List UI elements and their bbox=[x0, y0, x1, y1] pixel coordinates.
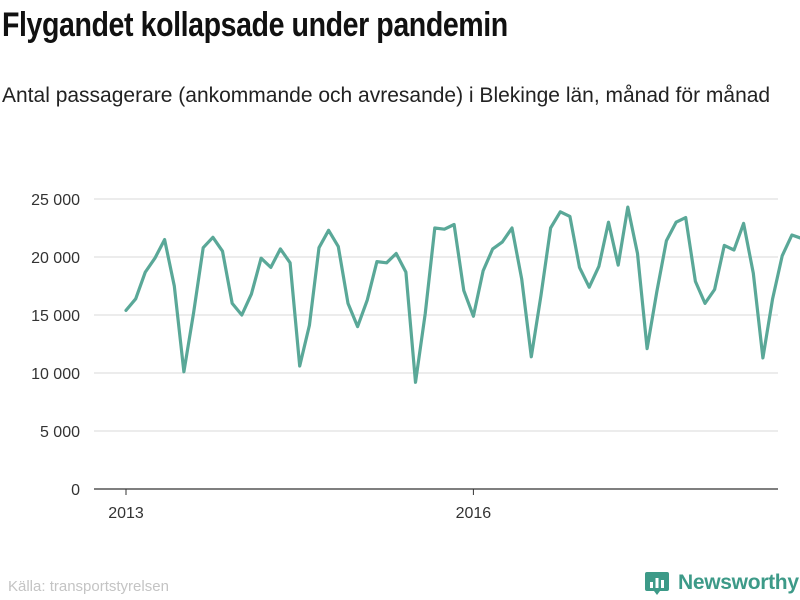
bar-chart-badge-icon bbox=[645, 572, 669, 595]
brand-logo[interactable]: Newsworthy bbox=[644, 568, 799, 598]
y-tick-label: 0 bbox=[71, 482, 80, 499]
gridlines bbox=[94, 198, 778, 432]
brand-name: Newsworthy bbox=[678, 571, 799, 594]
y-tick-label: 15 000 bbox=[31, 308, 80, 325]
chart-subtitle: Antal passagerare (ankommande och avresa… bbox=[2, 84, 771, 107]
series-layer bbox=[124, 205, 800, 384]
chart-title: Flygandet kollapsade under pandemin bbox=[2, 6, 508, 44]
x-axis-ticks: 2013201620192021 bbox=[108, 489, 492, 522]
y-tick-label: 20 000 bbox=[31, 250, 80, 267]
y-tick-label: 25 000 bbox=[31, 192, 80, 209]
y-tick-label: 5 000 bbox=[40, 424, 80, 441]
x-tick-label: 2013 bbox=[108, 505, 144, 522]
y-axis-ticks: 0 5 000 10 000 15 000 20 000 25 000 bbox=[31, 192, 80, 499]
series-line bbox=[124, 205, 800, 384]
y-tick-label: 10 000 bbox=[31, 366, 80, 383]
source-note: Källa: transportstyrelsen bbox=[8, 578, 169, 595]
x-tick-label: 2016 bbox=[456, 505, 492, 522]
